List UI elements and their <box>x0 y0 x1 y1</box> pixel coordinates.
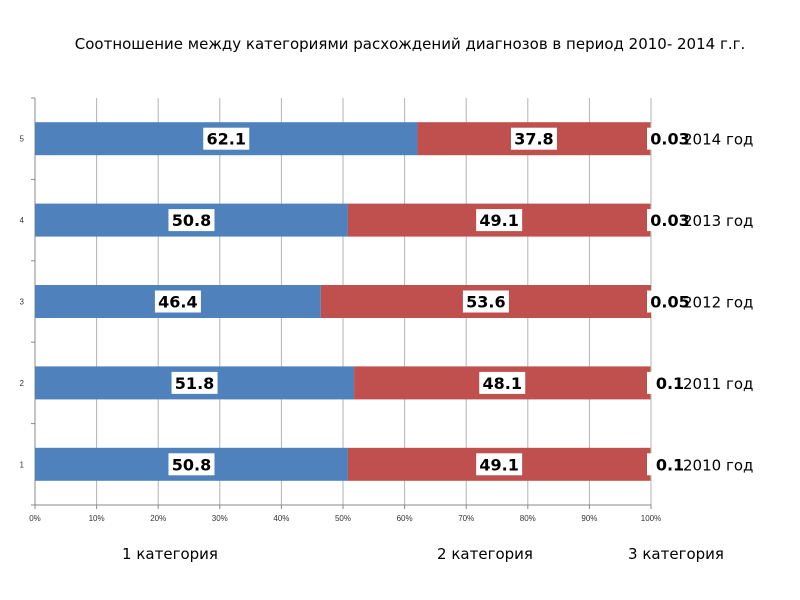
year-label: 2014 год <box>683 131 753 149</box>
x-tick-label: 20% <box>150 514 166 523</box>
data-label-box <box>647 127 693 150</box>
data-label: 50.8 <box>172 455 211 474</box>
chart-title: Соотношение между категориями расхождени… <box>75 35 746 53</box>
data-label: 37.8 <box>514 130 553 149</box>
data-label-box <box>510 127 557 150</box>
data-label: 51.8 <box>175 374 214 393</box>
legend-entry: 2 категория <box>437 545 533 563</box>
year-labels: 2010 год 2011 год 2012 год 2013 год 2014 год <box>683 131 753 475</box>
data-label: 0.1 <box>656 455 684 474</box>
data-label: 0.05 <box>650 293 689 312</box>
data-label-box <box>647 290 693 313</box>
data-label: 0.03 <box>650 130 689 149</box>
data-label: 49.1 <box>479 455 518 474</box>
x-tick-label: 70% <box>458 514 474 523</box>
data-label: 0.1 <box>656 374 684 393</box>
y-tick-label: 5 <box>20 135 25 144</box>
data-label-box <box>203 127 250 150</box>
data-label-box <box>462 290 509 313</box>
data-label: 53.6 <box>466 293 505 312</box>
data-label-box <box>476 209 523 232</box>
x-tick-label: 10% <box>89 514 105 523</box>
data-label: 49.1 <box>479 211 518 230</box>
year-label: 2012 год <box>683 294 753 312</box>
data-label: 46.4 <box>158 293 197 312</box>
x-tick-label: 40% <box>273 514 289 523</box>
y-tick-label: 1 <box>20 460 25 469</box>
data-label-box <box>171 371 218 394</box>
year-label: 2010 год <box>683 456 753 474</box>
data-label-box <box>154 290 201 313</box>
x-tick-label: 50% <box>335 514 351 523</box>
legend-entry: 3 категория <box>628 545 724 563</box>
axes: 0% 10% 20% 30% 40% 50% 60% 70% 80% 90% 100% 1 2 3 4 5 <box>20 97 661 523</box>
data-label-box <box>647 209 693 232</box>
data-label-box <box>647 453 693 476</box>
data-label-box <box>476 453 523 476</box>
data-label: 48.1 <box>482 374 521 393</box>
year-label: 2013 год <box>683 212 753 230</box>
legend-entry: 1 категория <box>122 545 218 563</box>
data-labels: 50.8 49.1 0.1 51.8 48.1 0.1 46.4 53.6 0.05 50.8 49… <box>154 127 693 476</box>
data-label: 0.03 <box>650 211 689 230</box>
data-label: 50.8 <box>172 211 211 230</box>
y-tick-label: 4 <box>20 216 25 225</box>
x-tick-label: 100% <box>641 514 661 523</box>
data-label-box <box>168 209 215 232</box>
year-label: 2011 год <box>683 375 753 393</box>
x-tick-label: 80% <box>520 514 536 523</box>
data-label: 62.1 <box>207 130 246 149</box>
x-tick-label: 60% <box>397 514 413 523</box>
legend: 1 категория 2 категория 3 категория <box>122 545 724 563</box>
x-tick-label: 90% <box>581 514 597 523</box>
y-tick-label: 2 <box>20 379 25 388</box>
y-tick-label: 3 <box>20 298 25 307</box>
data-label-box <box>647 371 693 394</box>
data-label-box <box>479 371 526 394</box>
data-label-box <box>168 453 215 476</box>
x-tick-label: 0% <box>29 514 41 523</box>
x-tick-label: 30% <box>212 514 228 523</box>
